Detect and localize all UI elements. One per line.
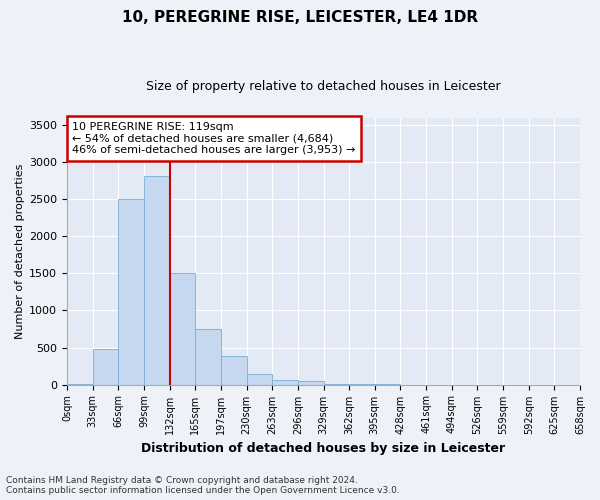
Text: 10 PEREGRINE RISE: 119sqm
← 54% of detached houses are smaller (4,684)
46% of se: 10 PEREGRINE RISE: 119sqm ← 54% of detac… xyxy=(72,122,356,155)
Text: Contains HM Land Registry data © Crown copyright and database right 2024.
Contai: Contains HM Land Registry data © Crown c… xyxy=(6,476,400,495)
Bar xyxy=(195,330,221,384)
Bar xyxy=(170,272,195,384)
Bar xyxy=(144,176,170,384)
X-axis label: Distribution of detached houses by size in Leicester: Distribution of detached houses by size … xyxy=(142,442,506,455)
Bar xyxy=(247,374,272,384)
Bar xyxy=(298,381,323,384)
Bar xyxy=(92,349,118,384)
Y-axis label: Number of detached properties: Number of detached properties xyxy=(15,164,25,339)
Title: Size of property relative to detached houses in Leicester: Size of property relative to detached ho… xyxy=(146,80,501,93)
Bar xyxy=(118,198,144,384)
Text: 10, PEREGRINE RISE, LEICESTER, LE4 1DR: 10, PEREGRINE RISE, LEICESTER, LE4 1DR xyxy=(122,10,478,25)
Bar xyxy=(272,380,298,384)
Bar xyxy=(221,356,247,384)
